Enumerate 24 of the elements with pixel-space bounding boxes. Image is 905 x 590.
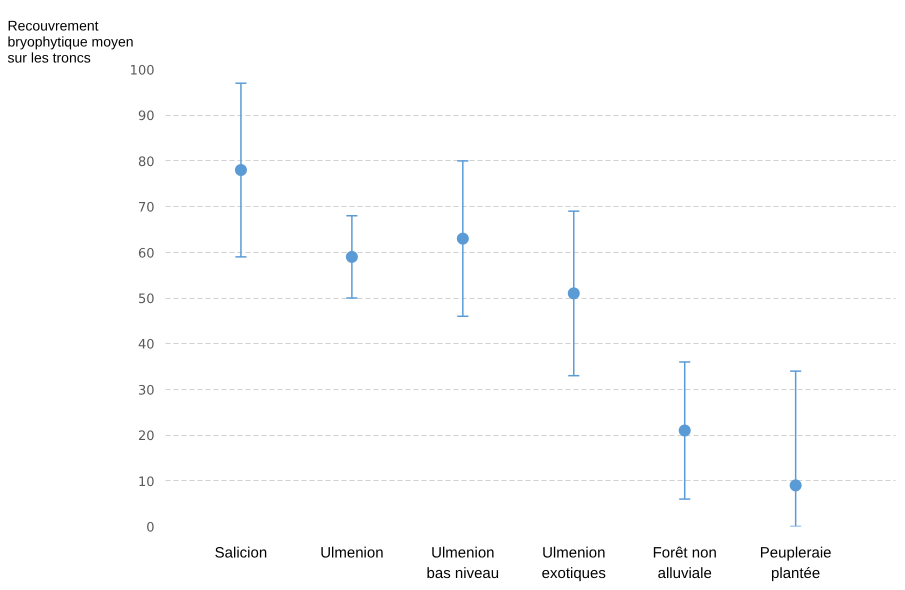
x-tick-label: Ulmenion (320, 544, 384, 562)
y-tick-label: 20 (138, 429, 155, 444)
y-tick-label: 0 (146, 520, 155, 536)
y-axis-title: Recouvrement bryophytique moyen sur les troncs (8, 18, 134, 66)
x-tick-label: Ulmenion bas niveau (426, 544, 500, 582)
y-tick-label: 90 (138, 109, 155, 124)
point (346, 250, 358, 263)
y-tick-label: 80 (138, 154, 155, 170)
point (568, 287, 580, 300)
point (234, 164, 247, 176)
point (790, 479, 802, 492)
y-tick-label: 70 (138, 200, 155, 216)
x-tick-label: Forêt non alluviale (652, 544, 717, 582)
point (678, 424, 691, 437)
y-tick-label: 60 (138, 246, 155, 262)
y-tick-label: 100 (130, 64, 155, 78)
point (456, 232, 469, 245)
y-tick-label: 30 (138, 383, 155, 398)
y-tick-label: 10 (138, 474, 155, 490)
x-tick-label: Peupleraie plantée (760, 544, 832, 582)
y-tick-label: 40 (138, 338, 155, 353)
y-tick-label: 50 (138, 292, 155, 307)
x-tick-label: Ulmenion exotiques (542, 544, 606, 582)
x-tick-label: Salicion (214, 544, 268, 562)
